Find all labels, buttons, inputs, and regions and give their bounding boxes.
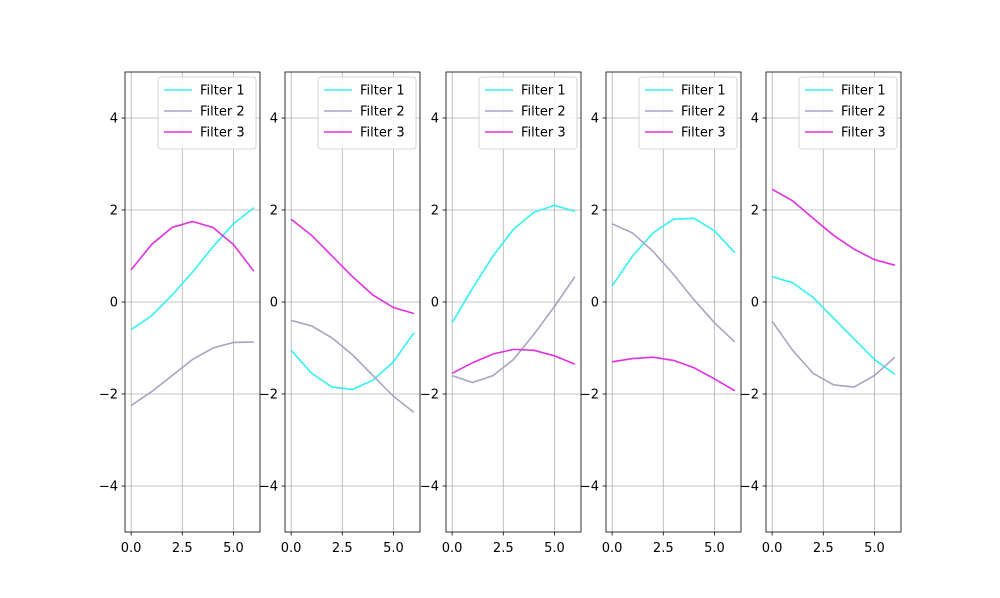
legend-box xyxy=(317,76,417,150)
y-tick-label: −2 xyxy=(259,388,278,403)
y-tick-label: −2 xyxy=(580,388,599,403)
y-tick-label: 4 xyxy=(110,112,118,127)
series-line-filter-3 xyxy=(451,348,576,375)
y-tick-label: 4 xyxy=(270,112,278,127)
y-tick-label: 0 xyxy=(270,296,278,311)
y-tick-label: 4 xyxy=(751,112,759,127)
legend-label-filter-1: Filter 1 xyxy=(200,84,245,99)
legend-label-filter-1: Filter 1 xyxy=(521,84,566,99)
x-tick-label: 2.5 xyxy=(332,541,353,556)
x-tick-label: 0.0 xyxy=(762,541,783,556)
x-tick-label: 2.5 xyxy=(493,541,514,556)
x-tick-label: 5.0 xyxy=(864,541,885,556)
x-tick-label: 2.5 xyxy=(813,541,834,556)
subplot-4: −4 −2 0 2 4 0.0 2.5 5.0 Filter 1 Filter 2 Filter 3 xyxy=(580,71,742,556)
series-line-filter-1 xyxy=(290,332,415,391)
y-tick-label: −2 xyxy=(99,388,118,403)
series-line-filter-2 xyxy=(771,320,896,388)
legend-label-filter-3: Filter 3 xyxy=(681,126,726,141)
x-tick-label: 0.0 xyxy=(281,541,302,556)
x-tick-label: 2.5 xyxy=(172,541,193,556)
series-line-filter-1 xyxy=(130,207,255,331)
y-tick-label: 2 xyxy=(751,204,759,219)
legend-label-filter-1: Filter 1 xyxy=(841,84,886,99)
x-tick-label: 0.0 xyxy=(442,541,463,556)
x-tick-label: 5.0 xyxy=(223,541,244,556)
series-line-filter-2 xyxy=(290,319,415,414)
y-tick-label: 4 xyxy=(591,112,599,127)
y-tick-label: −4 xyxy=(420,480,439,495)
legend-label-filter-3: Filter 3 xyxy=(521,126,566,141)
legend-label-filter-2: Filter 2 xyxy=(681,105,726,120)
legend-label-filter-3: Filter 3 xyxy=(841,126,886,141)
series-line-filter-1 xyxy=(451,204,576,324)
x-tick-label: 5.0 xyxy=(704,541,725,556)
x-tick-label: 0.0 xyxy=(121,541,142,556)
x-tick-label: 0.0 xyxy=(602,541,623,556)
y-tick-label: 0 xyxy=(431,296,439,311)
y-tick-label: 4 xyxy=(431,112,439,127)
series-line-filter-3 xyxy=(612,356,736,392)
series-line-filter-3 xyxy=(130,220,255,272)
legend-label-filter-2: Filter 2 xyxy=(841,105,886,120)
series-line-filter-2 xyxy=(130,341,254,407)
y-tick-label: −4 xyxy=(259,480,278,495)
legend-box xyxy=(638,76,738,150)
x-tick-label: 5.0 xyxy=(383,541,404,556)
legend-label-filter-1: Filter 1 xyxy=(681,84,726,99)
subplot-3: −4 −2 0 2 4 0.0 2.5 5.0 Filter 1 Filter 2 Filter 3 xyxy=(420,71,582,556)
y-tick-label: 0 xyxy=(751,296,759,311)
legend-label-filter-3: Filter 3 xyxy=(360,126,405,141)
subplot-2: −4 −2 0 2 4 0.0 2.5 5.0 Filter 1 Filter 2 Filter 3 xyxy=(259,71,421,556)
x-tick-label: 5.0 xyxy=(544,541,565,556)
series-line-filter-3 xyxy=(771,188,896,266)
x-tick-label: 2.5 xyxy=(653,541,674,556)
legend-box xyxy=(157,76,257,150)
y-tick-label: 2 xyxy=(110,204,118,219)
series-line-filter-1 xyxy=(611,217,736,287)
y-tick-label: 0 xyxy=(591,296,599,311)
y-tick-label: −4 xyxy=(99,480,118,495)
series-line-filter-3 xyxy=(290,218,415,315)
y-tick-label: −2 xyxy=(420,388,439,403)
y-tick-label: 2 xyxy=(431,204,439,219)
series-line-filter-2 xyxy=(611,223,736,343)
y-tick-label: −4 xyxy=(740,480,759,495)
y-tick-label: 2 xyxy=(591,204,599,219)
legend-label-filter-2: Filter 2 xyxy=(200,105,245,120)
subplot-5: −4 −2 0 2 4 0.0 2.5 5.0 Filter 1 Filter 2 Filter 3 xyxy=(740,71,902,556)
legend-box xyxy=(478,76,578,150)
series-line-filter-2 xyxy=(451,276,576,384)
legend-label-filter-3: Filter 3 xyxy=(200,126,245,141)
y-tick-label: −2 xyxy=(740,388,759,403)
legend-label-filter-2: Filter 2 xyxy=(521,105,566,120)
y-tick-label: 0 xyxy=(110,296,118,311)
y-tick-label: 2 xyxy=(270,204,278,219)
series-line-filter-1 xyxy=(771,275,896,375)
y-tick-label: −4 xyxy=(580,480,599,495)
legend-label-filter-2: Filter 2 xyxy=(360,105,405,120)
legend-box xyxy=(798,76,898,150)
subplot-1: −4 −2 0 2 4 0.0 2.5 5.0 Filter 1 Filter 2 Filter 3 xyxy=(99,71,261,556)
legend-label-filter-1: Filter 1 xyxy=(360,84,405,99)
